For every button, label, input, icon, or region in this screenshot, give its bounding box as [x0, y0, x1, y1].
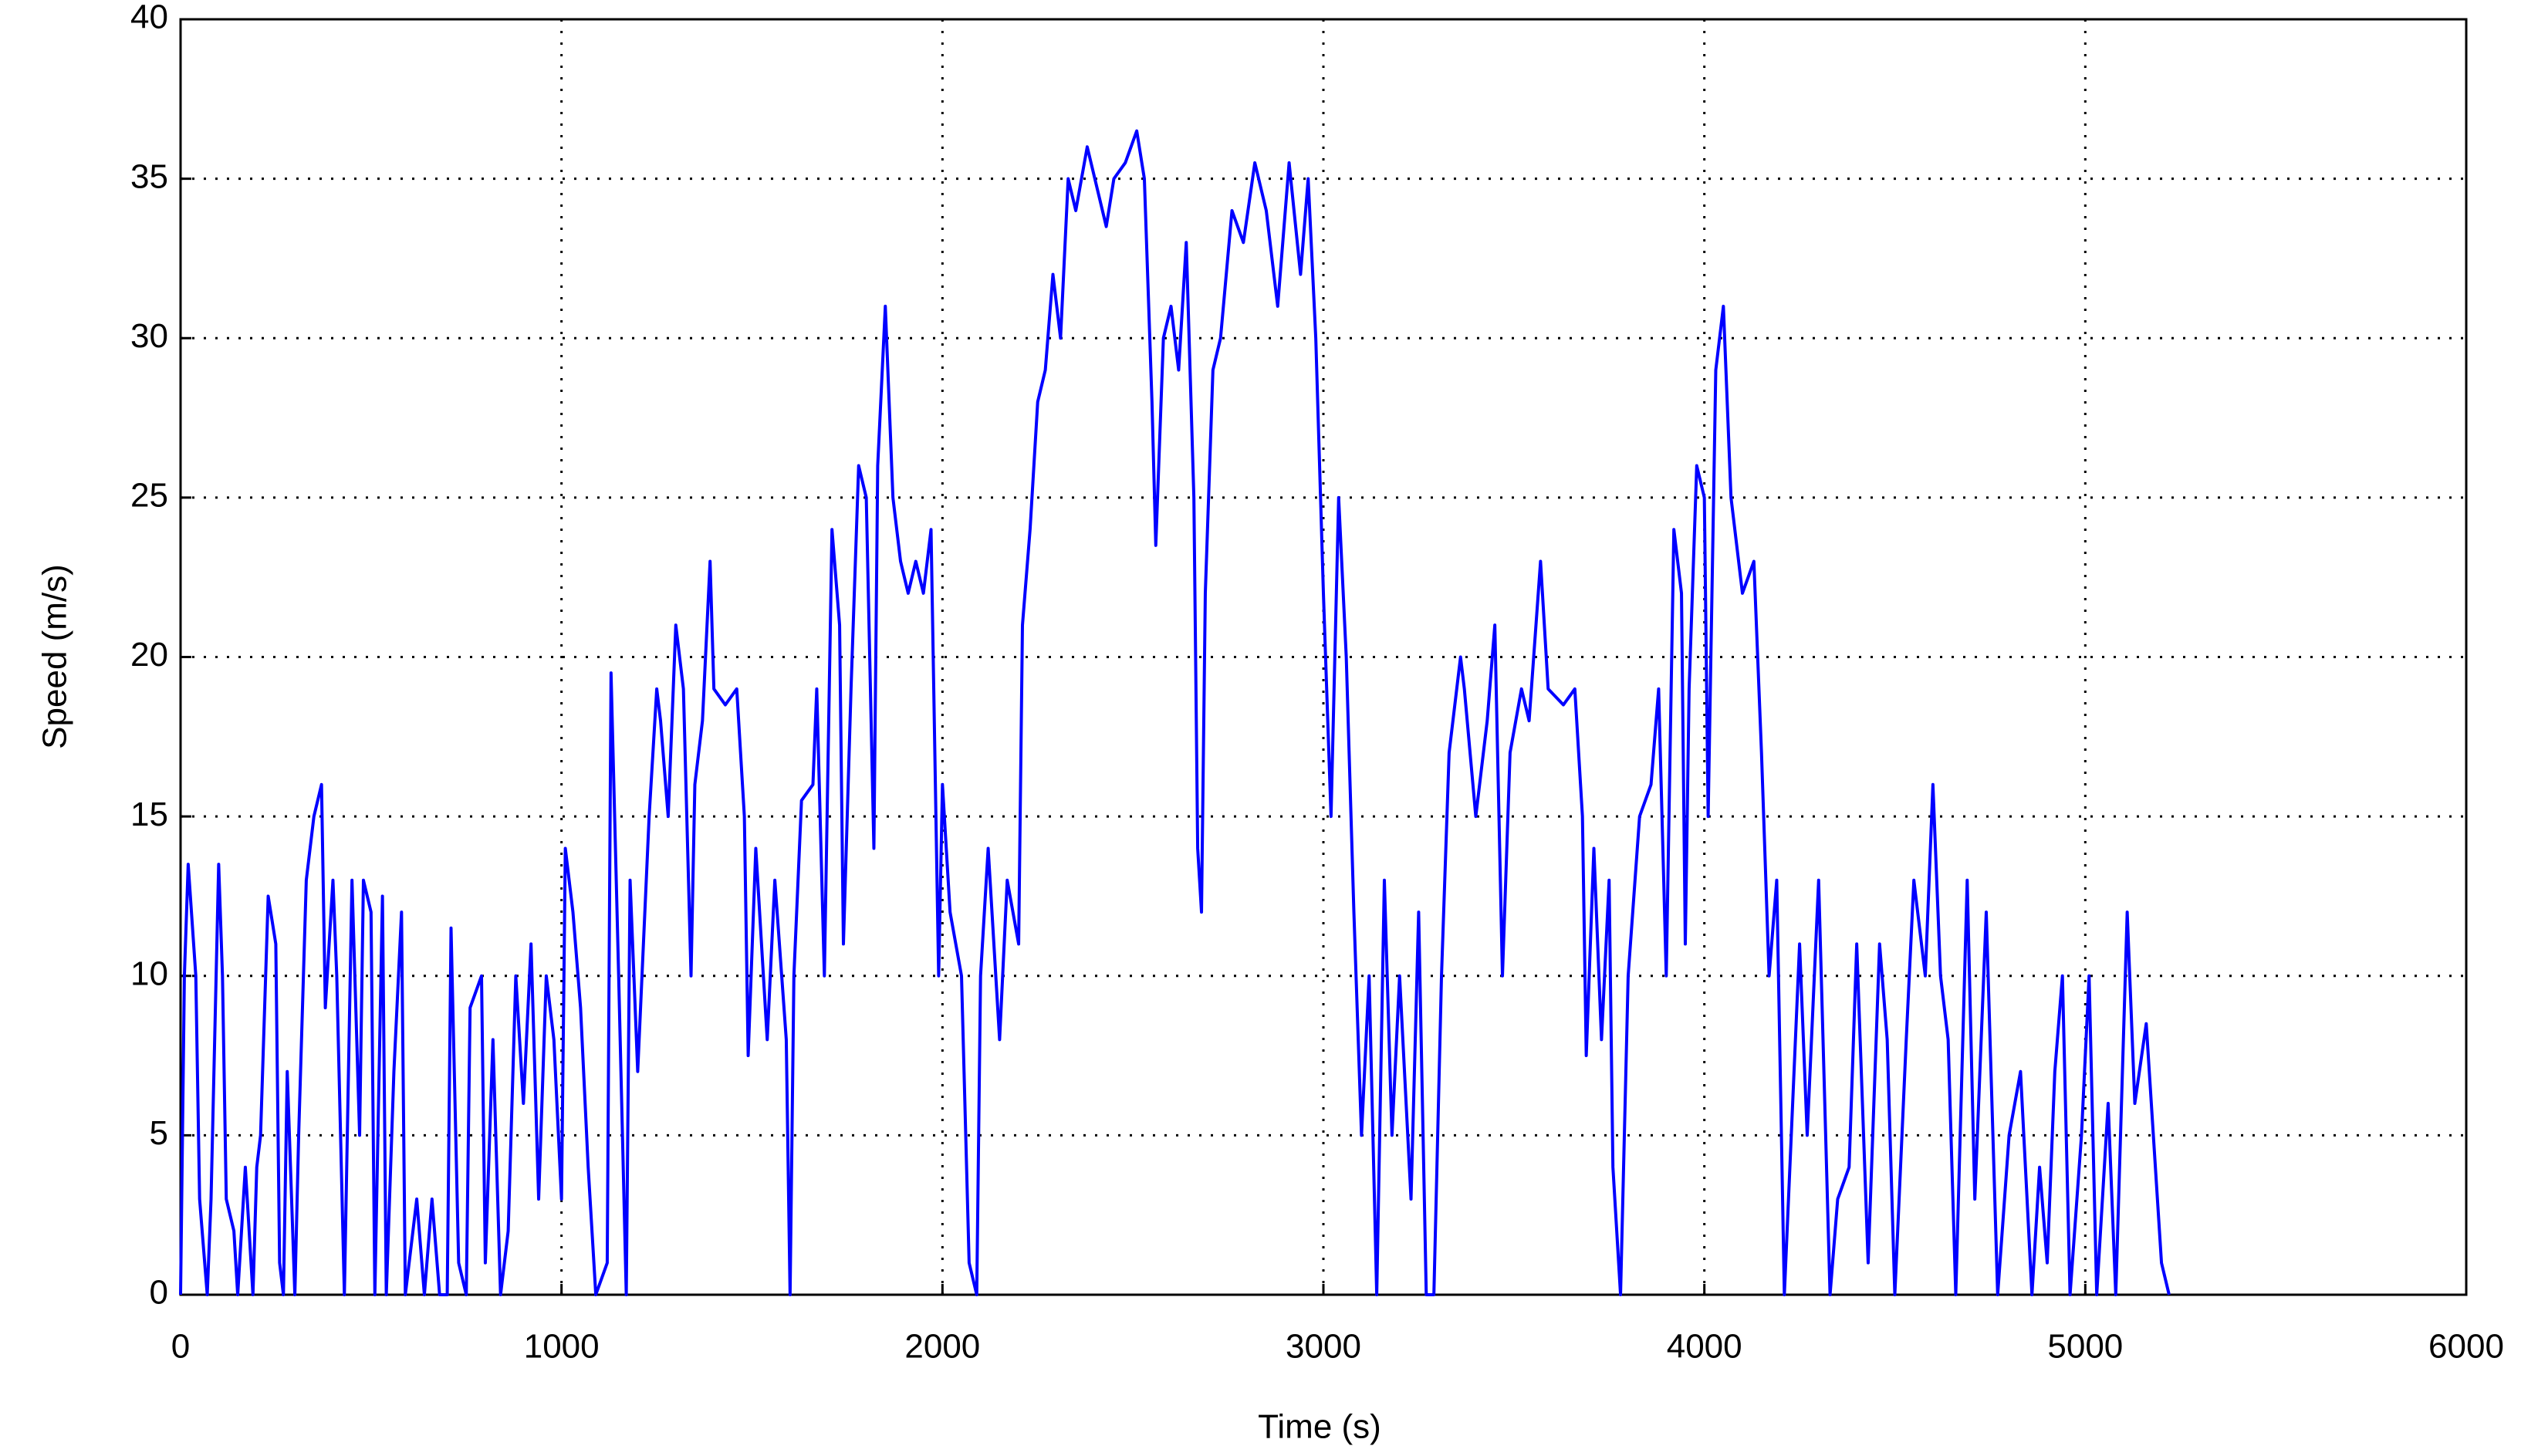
x-tick-label: 0	[171, 1328, 190, 1366]
plot-frame	[179, 18, 2468, 1296]
x-tick-label: 4000	[1667, 1328, 1742, 1366]
x-tick-label: 1000	[524, 1328, 600, 1366]
x-tick-label: 2000	[904, 1328, 980, 1366]
x-tick-label: 6000	[2428, 1328, 2504, 1366]
y-axis-label: Speed (m/s)	[36, 564, 74, 749]
y-tick-label: 15	[130, 796, 168, 833]
y-tick-label: 25	[130, 477, 168, 515]
y-tick-label: 35	[130, 157, 168, 195]
y-tick-label: 10	[130, 954, 168, 992]
y-tick-label: 40	[130, 0, 168, 36]
x-axis-label: Time (s)	[1258, 1408, 1381, 1446]
y-tick-label: 5	[150, 1114, 168, 1152]
speed-line	[179, 129, 2171, 1296]
y-tick-label: 30	[130, 317, 168, 355]
x-tick-label: 3000	[1286, 1328, 1361, 1366]
y-tick-label: 0	[150, 1274, 168, 1312]
y-tick-label: 20	[130, 636, 168, 674]
x-tick-label: 5000	[2047, 1328, 2123, 1366]
